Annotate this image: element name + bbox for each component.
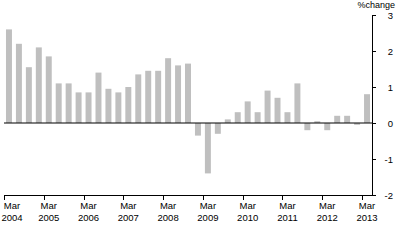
bar	[66, 83, 72, 123]
bar	[145, 71, 151, 123]
bar	[275, 98, 281, 123]
x-tick-label-line: 2012	[317, 212, 338, 223]
x-tick-label-line: 2007	[118, 212, 139, 223]
bar	[195, 123, 201, 136]
y-tick-label: 2	[388, 46, 393, 57]
x-tick-label-line: Mar	[359, 200, 375, 211]
x-tick-label-line: 2009	[197, 212, 218, 223]
bar	[56, 83, 62, 123]
bar	[86, 92, 92, 123]
y-tick	[372, 87, 376, 88]
bar	[294, 83, 300, 123]
x-tick-label: Mar2013	[356, 200, 377, 223]
bar	[215, 123, 221, 134]
x-tick-label: Mar2006	[78, 200, 99, 223]
bar	[46, 56, 52, 123]
x-tick-label-line: 2008	[158, 212, 179, 223]
bar	[76, 92, 82, 123]
bar	[344, 116, 350, 123]
bar	[255, 112, 261, 123]
bar	[36, 47, 42, 123]
x-tick-label: Mar2007	[118, 200, 139, 223]
x-tick-label: Mar2010	[237, 200, 258, 223]
x-tick-label-line: Mar	[41, 200, 57, 211]
x-tick-label: Mar2011	[277, 200, 297, 223]
x-tick-label: Mar2009	[197, 200, 218, 223]
bar	[245, 101, 251, 123]
bar	[205, 123, 211, 173]
bar	[165, 58, 171, 123]
y-tick-label: 1	[388, 82, 393, 93]
x-tick-label-line: Mar	[319, 200, 335, 211]
x-tick-label-line: 2005	[38, 212, 59, 223]
x-tick-label: Mar2005	[38, 200, 59, 223]
bar	[235, 112, 241, 123]
x-tick-label-line: 2011	[277, 212, 297, 223]
x-axis	[4, 195, 372, 196]
x-tick-label-line: Mar	[120, 200, 136, 211]
x-tick-label-line: Mar	[160, 200, 176, 211]
bar	[324, 123, 330, 130]
x-tick-label-line: Mar	[279, 200, 295, 211]
y-tick-label: 3	[388, 10, 393, 21]
x-tick-label: Mar2012	[317, 200, 338, 223]
x-tick-label-line: 2006	[78, 212, 99, 223]
bar	[6, 29, 12, 123]
bar	[225, 119, 231, 123]
x-tick-label-line: Mar	[239, 200, 255, 211]
y-tick	[372, 51, 376, 52]
bar	[16, 44, 22, 123]
bar	[125, 87, 131, 123]
y-tick	[372, 159, 376, 160]
bar	[105, 89, 111, 123]
y-tick	[372, 15, 376, 16]
y-tick-label: -2	[385, 190, 393, 201]
bar	[115, 92, 121, 123]
x-tick-label-line: Mar	[4, 200, 20, 211]
x-tick-label-line: Mar	[80, 200, 96, 211]
x-tick-label-line: 2004	[1, 212, 22, 223]
y-tick-label: 0	[388, 118, 393, 129]
bar	[265, 91, 271, 123]
bar	[364, 94, 370, 123]
bar	[185, 64, 191, 123]
x-tick-label-line: Mar	[200, 200, 216, 211]
bar	[304, 123, 310, 130]
y-tick	[372, 195, 376, 196]
zero-line	[4, 123, 372, 124]
bar	[175, 65, 181, 123]
x-tick-label: Mar2004	[1, 200, 22, 223]
x-tick-label-line: 2010	[237, 212, 258, 223]
bar	[334, 116, 340, 123]
x-tick-label-line: 2013	[356, 212, 377, 223]
y-axis-label: %change	[357, 0, 395, 10]
bar	[26, 67, 32, 123]
y-tick	[372, 123, 376, 124]
x-tick-label: Mar2008	[158, 200, 179, 223]
bar	[284, 112, 290, 123]
bar	[155, 71, 161, 123]
bar	[96, 73, 102, 123]
y-axis	[372, 15, 373, 195]
bars	[6, 29, 370, 173]
y-tick-label: -1	[385, 154, 393, 165]
bar	[135, 74, 141, 123]
